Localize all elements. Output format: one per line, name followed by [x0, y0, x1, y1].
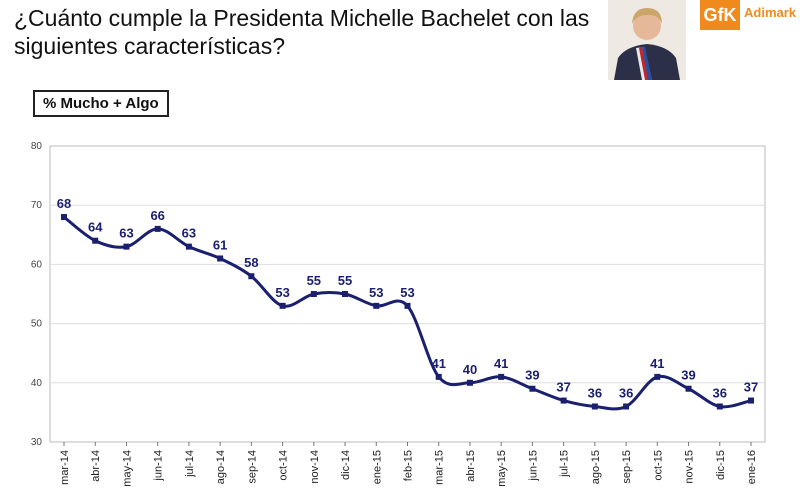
- x-tick-label: dic-14: [340, 450, 352, 480]
- data-point: [716, 403, 723, 410]
- x-tick-label: mar-14: [59, 450, 71, 485]
- data-label: 39: [681, 368, 695, 383]
- data-label: 55: [338, 273, 352, 288]
- x-tick-label: may-15: [496, 450, 508, 487]
- data-point: [748, 397, 754, 404]
- data-label: 68: [57, 196, 71, 211]
- x-tick-label: jul-14: [184, 450, 196, 478]
- data-label: 61: [213, 237, 227, 252]
- data-point: [623, 403, 630, 410]
- president-photo: [608, 0, 686, 80]
- data-label: 53: [275, 285, 289, 300]
- series-line: [63, 215, 752, 411]
- data-point: [685, 385, 692, 392]
- data-point: [435, 373, 442, 380]
- x-tick-label: oct-15: [652, 450, 664, 481]
- logo-mark: GfK: [700, 0, 740, 30]
- chart-question-title: ¿Cuánto cumple la Presidenta Michelle Ba…: [14, 5, 590, 59]
- x-tick-label: mar-15: [434, 450, 446, 485]
- data-label: 37: [744, 380, 758, 395]
- data-label: 63: [119, 226, 133, 241]
- portrait-image: [608, 0, 686, 80]
- x-tick-label: nov-15: [684, 450, 696, 484]
- x-tick-label: ago-15: [590, 450, 602, 484]
- y-tick-label: 60: [31, 259, 43, 270]
- data-label: 39: [525, 368, 539, 383]
- data-point: [591, 403, 598, 410]
- data-label: 41: [650, 356, 664, 371]
- data-label: 36: [588, 385, 602, 400]
- data-point: [560, 397, 567, 404]
- data-label: 53: [400, 285, 414, 300]
- data-label: 53: [369, 285, 383, 300]
- data-point: [61, 214, 67, 221]
- data-label: 37: [556, 380, 570, 395]
- x-tick-label: abr-15: [465, 450, 477, 482]
- logo-brand: Adimark: [744, 5, 797, 20]
- data-label: 41: [494, 356, 508, 371]
- x-tick-label: dic-15: [715, 450, 727, 480]
- y-tick-label: 70: [31, 200, 43, 211]
- data-point: [498, 373, 505, 380]
- data-point: [279, 302, 286, 309]
- data-label: 55: [307, 273, 321, 288]
- data-point: [342, 291, 349, 297]
- data-point: [92, 237, 99, 244]
- x-tick-label: nov-14: [309, 450, 321, 484]
- data-point: [248, 273, 255, 280]
- data-label: 36: [619, 385, 633, 400]
- x-tick-label: ene-15: [371, 450, 383, 484]
- data-point: [310, 291, 317, 297]
- gfk-adimark-logo: GfK Adimark: [700, 0, 800, 30]
- line-chart: 30 40 50 60 70 80 mar-14 abr-14 may-14 jun-14 jul-…: [31, 141, 766, 487]
- data-label: 58: [244, 255, 258, 270]
- x-tick-label: jun-14: [153, 450, 165, 482]
- data-point: [529, 385, 536, 392]
- data-point: [404, 302, 411, 309]
- series-label-box: % Mucho + Algo: [33, 90, 169, 117]
- data-point: [466, 379, 473, 386]
- data-label: 41: [431, 356, 445, 371]
- data-point: [373, 302, 380, 309]
- data-point: [154, 225, 161, 232]
- data-label: 66: [150, 208, 164, 223]
- data-label: 63: [182, 226, 196, 241]
- data-point: [217, 255, 224, 262]
- x-tick-label: ago-14: [215, 450, 227, 484]
- x-tick-label: jun-15: [527, 450, 539, 482]
- x-tick-label: abr-14: [90, 450, 102, 482]
- y-tick-label: 80: [31, 141, 43, 152]
- data-label: 36: [713, 385, 727, 400]
- data-label: 40: [463, 362, 477, 377]
- data-point: [123, 243, 130, 250]
- x-tick-label: sep-15: [621, 450, 633, 484]
- x-tick-label: sep-14: [246, 450, 258, 484]
- data-label: 64: [88, 220, 103, 235]
- x-tick-label: oct-14: [278, 450, 290, 481]
- y-tick-label: 30: [31, 437, 43, 448]
- y-tick-label: 50: [31, 319, 43, 330]
- x-tick-label: ene-16: [746, 450, 758, 484]
- x-tick-label: may-14: [121, 450, 133, 487]
- data-point: [185, 243, 192, 250]
- data-point: [654, 373, 661, 380]
- y-tick-label: 40: [31, 378, 43, 389]
- x-tick-label: feb-15: [403, 450, 415, 481]
- x-tick-label: jul-15: [559, 450, 571, 478]
